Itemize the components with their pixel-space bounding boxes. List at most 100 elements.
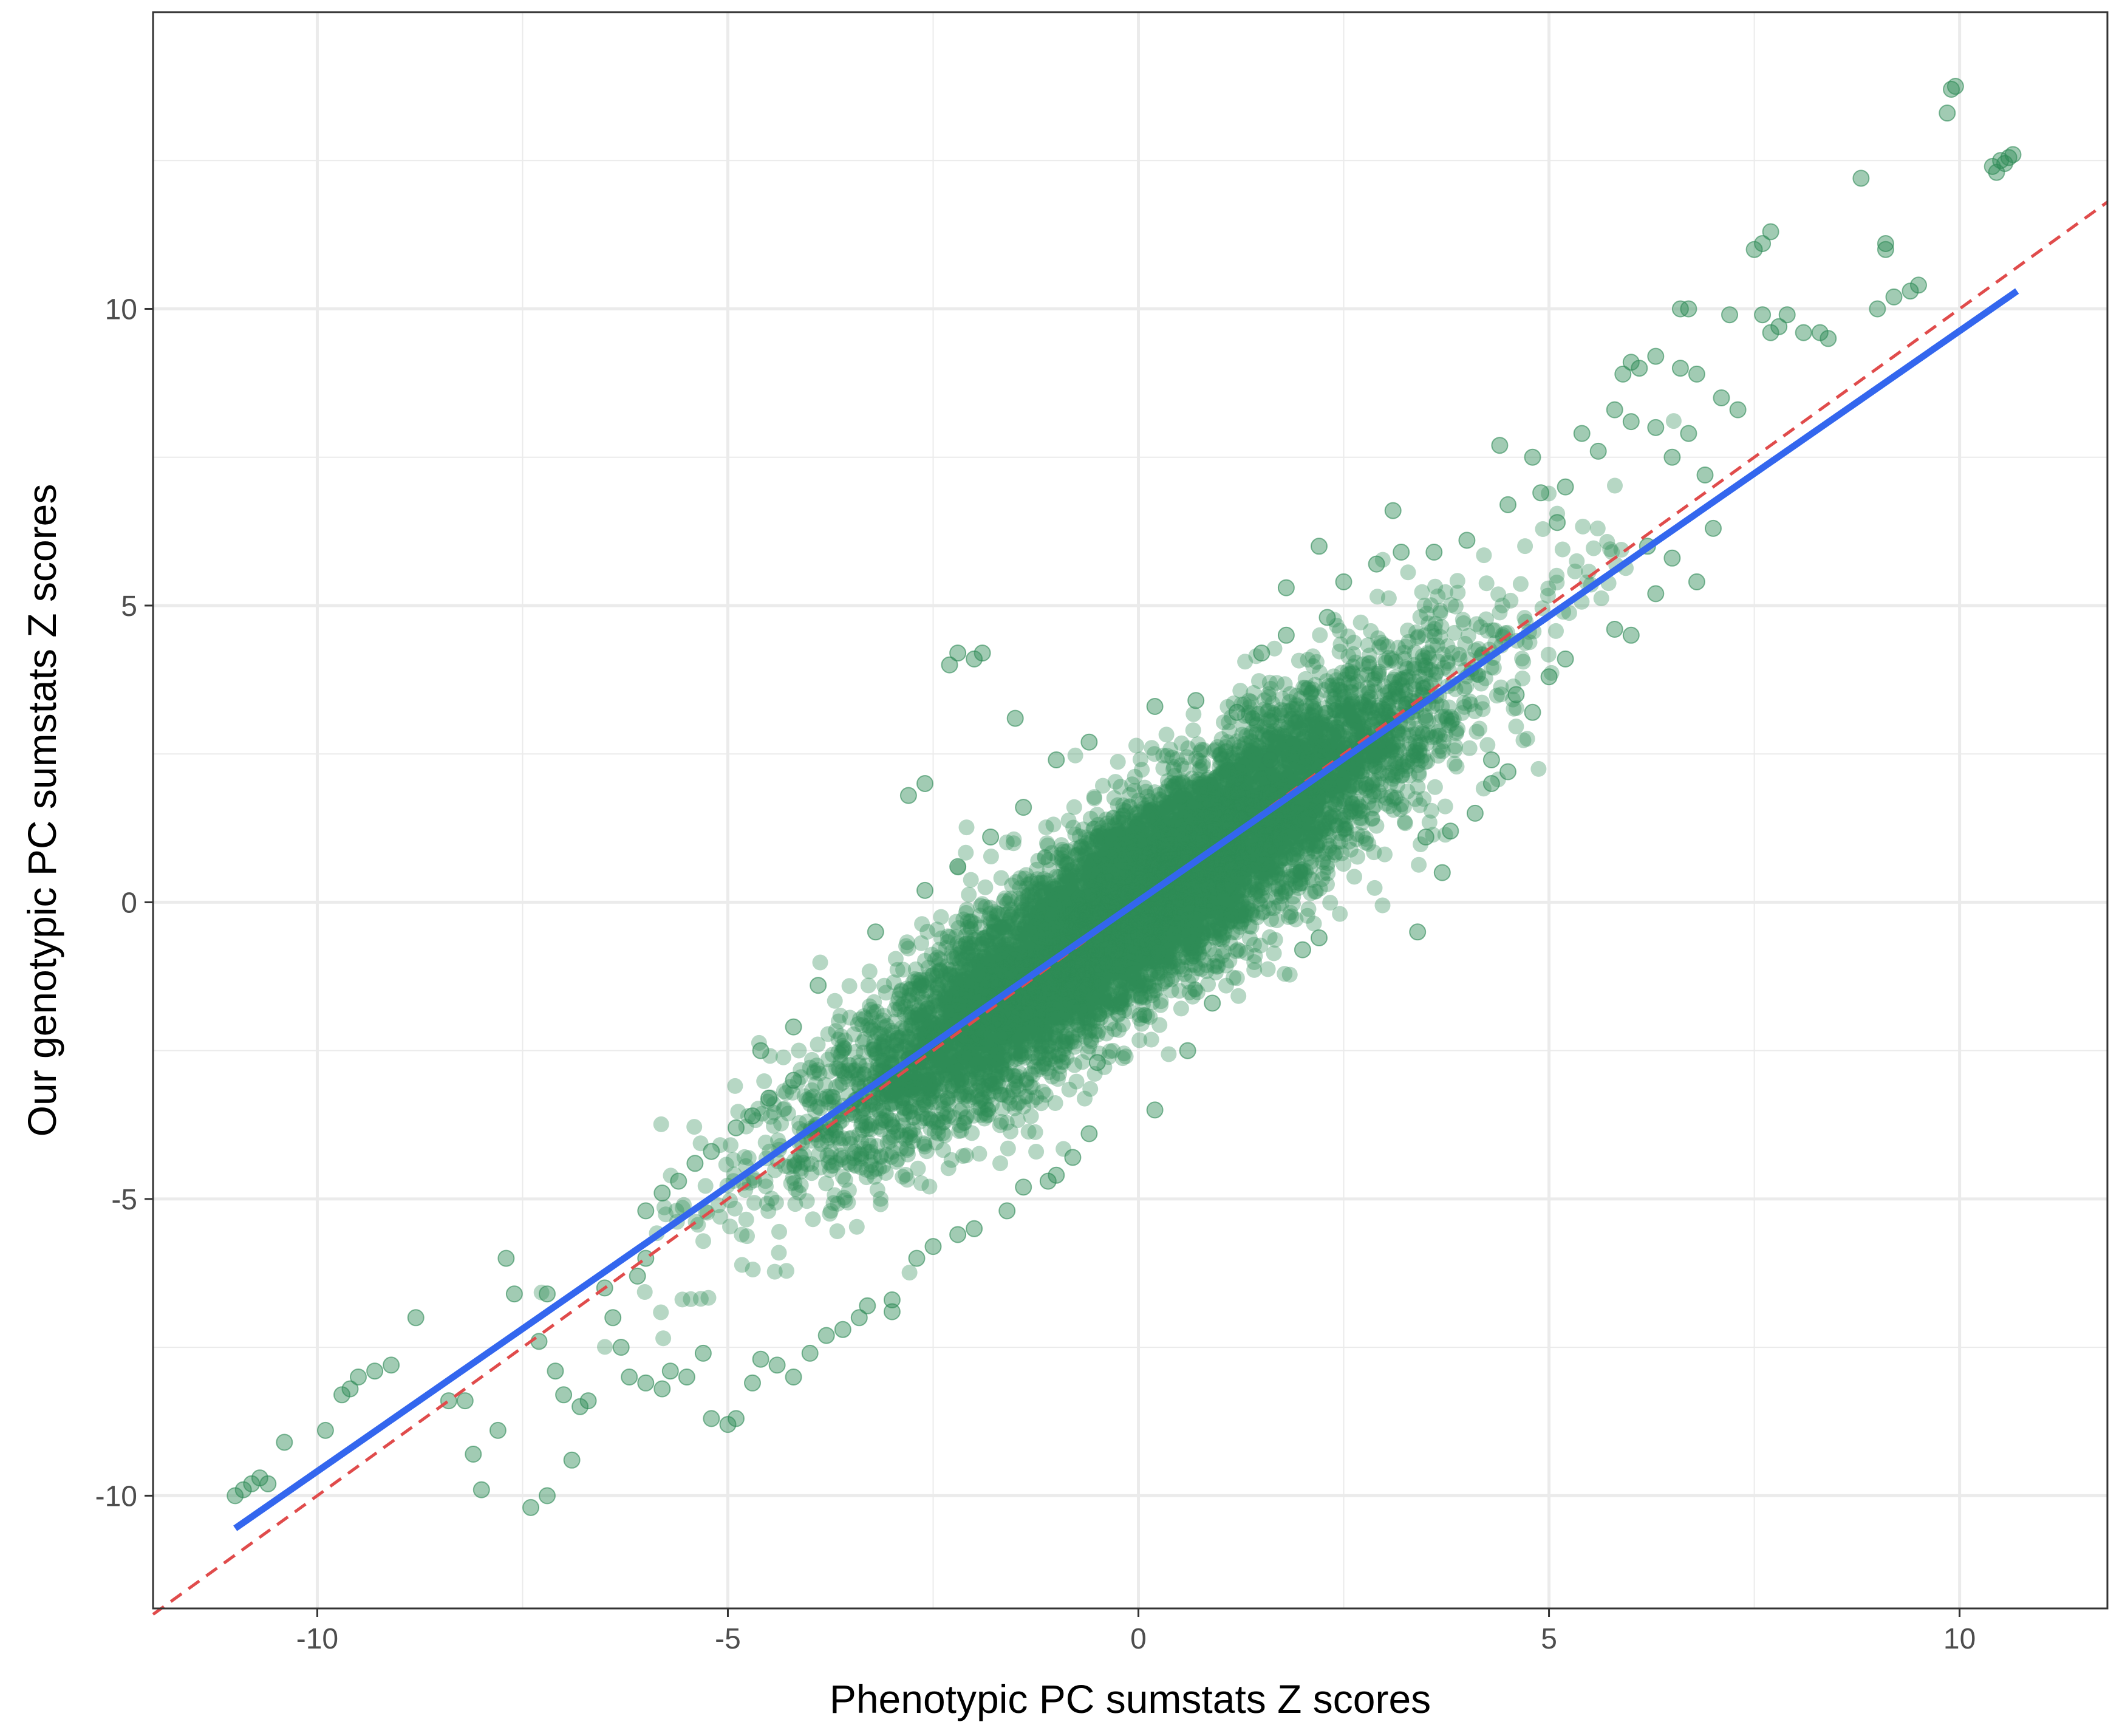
data-point	[1001, 1045, 1017, 1061]
data-point	[1071, 991, 1087, 1008]
data-point	[1260, 758, 1277, 774]
data-point	[1388, 753, 1404, 769]
data-point	[1371, 665, 1387, 682]
data-point	[785, 1170, 801, 1186]
data-point	[992, 942, 1009, 959]
data-point	[1175, 840, 1191, 856]
data-point	[1274, 888, 1290, 904]
data-point	[1230, 988, 1247, 1004]
data-point	[1207, 787, 1223, 803]
data-point	[697, 1178, 714, 1194]
data-point	[1292, 804, 1308, 820]
data-point	[1129, 914, 1145, 929]
data-point	[1046, 986, 1062, 1003]
data-point	[841, 978, 858, 994]
data-point	[933, 963, 949, 980]
data-point	[1133, 865, 1149, 881]
data-point	[967, 1031, 984, 1047]
data-point	[1141, 932, 1158, 948]
data-point	[1277, 676, 1293, 692]
data-point	[1316, 743, 1332, 759]
data-point	[907, 961, 924, 977]
data-point	[1266, 945, 1282, 962]
data-point	[1030, 1025, 1046, 1042]
data-point	[1118, 926, 1134, 942]
data-point	[1575, 518, 1591, 535]
data-point	[1034, 1059, 1050, 1075]
data-point	[1165, 778, 1182, 795]
data-point	[1263, 828, 1280, 844]
data-point	[1202, 897, 1218, 913]
data-point	[1368, 741, 1384, 757]
data-point	[1121, 870, 1138, 886]
data-point	[869, 1025, 885, 1042]
data-point	[1280, 739, 1296, 755]
data-point	[963, 1070, 979, 1087]
data-point	[1483, 659, 1499, 675]
data-point	[875, 1086, 891, 1102]
data-point	[977, 1081, 994, 1098]
data-point	[1346, 869, 1362, 885]
data-point	[1260, 822, 1276, 839]
data-point	[1143, 1031, 1159, 1048]
data-point	[1354, 803, 1371, 819]
data-point	[1012, 1004, 1029, 1020]
data-point	[923, 1020, 940, 1037]
data-point	[1221, 778, 1238, 795]
data-point	[812, 1100, 828, 1116]
data-point	[1159, 892, 1175, 908]
data-point	[1088, 947, 1105, 963]
data-point	[1003, 909, 1019, 925]
data-point	[1211, 789, 1227, 805]
data-point	[1665, 413, 1682, 429]
data-point	[771, 1223, 787, 1240]
data-point	[1108, 934, 1124, 951]
data-point	[1030, 904, 1046, 920]
data-point	[533, 1284, 550, 1300]
data-point	[1226, 844, 1243, 861]
data-point	[1063, 960, 1079, 976]
data-point	[984, 1051, 1001, 1068]
data-point	[858, 1115, 875, 1131]
data-point	[1171, 952, 1187, 968]
data-point	[1008, 935, 1025, 952]
data-point	[992, 1117, 1008, 1133]
data-point	[1029, 994, 1045, 1011]
data-point	[655, 1330, 672, 1347]
data-point	[1042, 975, 1058, 991]
data-point	[940, 1096, 957, 1113]
data-point	[1311, 846, 1326, 863]
data-point	[1554, 541, 1571, 558]
data-point	[1003, 995, 1020, 1011]
data-point	[1083, 895, 1099, 912]
data-point	[1326, 682, 1342, 698]
data-point	[1019, 902, 1035, 918]
data-point	[1133, 864, 1150, 880]
data-point	[1200, 770, 1216, 786]
data-point	[873, 1191, 889, 1207]
data-point	[1260, 771, 1276, 788]
data-point	[1087, 949, 1103, 965]
data-point	[1247, 884, 1263, 900]
data-point	[1311, 745, 1328, 761]
data-point	[960, 985, 976, 1001]
data-point	[1238, 907, 1254, 924]
data-point	[1134, 864, 1150, 881]
data-point	[1111, 822, 1127, 839]
data-point	[779, 1263, 794, 1279]
data-point	[948, 1036, 964, 1052]
data-point	[1400, 564, 1416, 581]
data-point	[1071, 1021, 1087, 1037]
data-point	[1159, 800, 1175, 816]
data-point	[1020, 914, 1036, 930]
data-point	[1309, 784, 1326, 801]
data-point	[1034, 997, 1050, 1013]
data-point	[1131, 856, 1148, 872]
data-point	[727, 1200, 743, 1217]
data-point	[1245, 834, 1261, 850]
data-point	[1091, 952, 1107, 968]
data-point	[1040, 1038, 1057, 1054]
data-point	[1314, 781, 1331, 798]
data-point	[1254, 819, 1270, 835]
data-point	[955, 1036, 972, 1052]
